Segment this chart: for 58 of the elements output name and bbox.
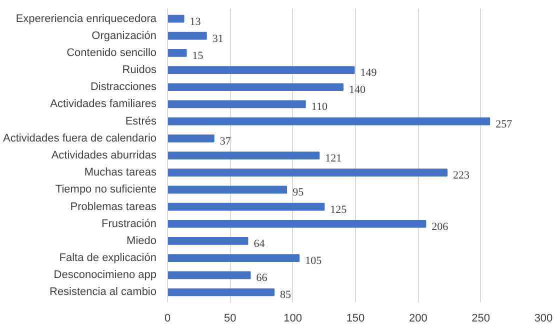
bar — [168, 288, 275, 296]
y-tick-label: Resistencia al cambio — [50, 286, 157, 298]
bar — [168, 49, 187, 57]
data-label: 37 — [220, 135, 232, 148]
x-tick-label: 100 — [284, 312, 302, 324]
y-tick-label: Falta de explicación — [59, 252, 157, 264]
data-label: 125 — [330, 204, 348, 216]
y-tick-label: Actividades fuera de calendario — [3, 132, 156, 144]
x-tick-label: 50 — [224, 312, 236, 324]
y-tick-label: Actividades aburridas — [51, 150, 157, 162]
y-tick-label: Organización — [92, 30, 157, 42]
bar — [168, 117, 490, 126]
y-tick-label: Miedo — [126, 234, 157, 247]
bar — [168, 14, 184, 23]
data-label: 85 — [280, 289, 292, 302]
bar — [168, 220, 426, 228]
bar — [168, 152, 320, 160]
y-tick-label: Tiempo no suficiente — [55, 184, 157, 196]
x-tick-label: 0 — [164, 312, 171, 324]
y-tick-label: Distracciones — [90, 81, 157, 94]
y-tick-label: Actividades familiares — [50, 98, 157, 110]
data-label: 149 — [360, 67, 378, 80]
bar — [168, 271, 251, 280]
data-label: 31 — [212, 32, 224, 45]
y-tick-label: Contenido sencillo — [66, 46, 156, 59]
y-tick-label: Frustración — [101, 218, 157, 230]
data-label: 15 — [192, 50, 204, 62]
data-label: 105 — [305, 255, 322, 268]
data-label: 206 — [432, 220, 449, 233]
x-tick-label: 300 — [534, 312, 553, 324]
bar — [168, 186, 288, 194]
data-label: 257 — [496, 118, 513, 130]
bar — [168, 202, 325, 211]
y-tick-label: Ruidos — [122, 64, 157, 76]
y-tick-label: Desconocimieno app — [54, 269, 157, 282]
data-label: 223 — [452, 170, 470, 182]
bar — [168, 134, 214, 142]
data-label: 110 — [311, 101, 328, 114]
data-label: 121 — [325, 152, 342, 164]
y-tick-label: Expereriencia enriquecedora — [16, 12, 158, 25]
bar — [168, 83, 344, 92]
data-label: 140 — [348, 84, 366, 96]
bar — [168, 100, 306, 108]
bar — [168, 32, 207, 40]
data-label: 95 — [292, 186, 304, 199]
x-tick-label: 150 — [346, 312, 365, 324]
data-label: 13 — [190, 16, 202, 28]
data-label: 64 — [254, 238, 266, 250]
bar — [168, 168, 448, 177]
y-tick-label: Problemas tareas — [70, 200, 157, 213]
y-tick-label: Muchas tareas — [84, 166, 157, 179]
bar — [168, 237, 248, 245]
x-tick-label: 250 — [472, 312, 490, 324]
x-tick-label: 200 — [408, 312, 428, 324]
data-label: 66 — [256, 272, 268, 284]
bar — [168, 254, 300, 262]
y-tick-label: Estrés — [125, 115, 157, 128]
bar — [168, 66, 355, 74]
